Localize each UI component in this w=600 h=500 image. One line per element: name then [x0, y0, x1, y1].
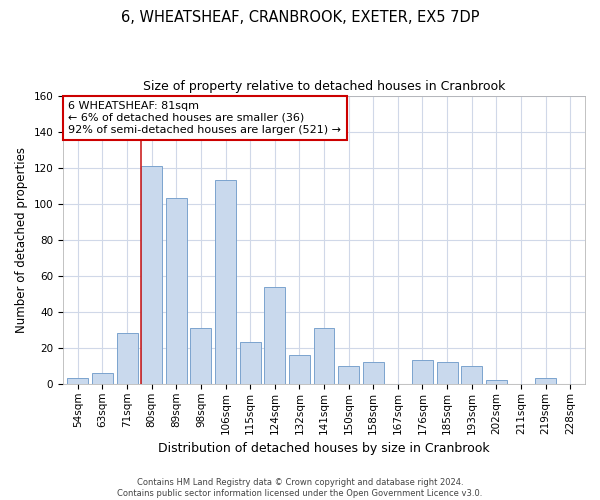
Bar [190, 328, 211, 384]
Bar [535, 378, 556, 384]
Y-axis label: Number of detached properties: Number of detached properties [15, 146, 28, 332]
Title: Size of property relative to detached houses in Cranbrook: Size of property relative to detached ho… [143, 80, 505, 93]
Bar [141, 166, 162, 384]
Bar [461, 366, 482, 384]
Bar [67, 378, 88, 384]
Bar [116, 334, 137, 384]
Text: 6, WHEATSHEAF, CRANBROOK, EXETER, EX5 7DP: 6, WHEATSHEAF, CRANBROOK, EXETER, EX5 7D… [121, 10, 479, 25]
Bar [486, 380, 507, 384]
X-axis label: Distribution of detached houses by size in Cranbrook: Distribution of detached houses by size … [158, 442, 490, 455]
Bar [338, 366, 359, 384]
Bar [265, 286, 285, 384]
Bar [215, 180, 236, 384]
Bar [437, 362, 458, 384]
Text: 6 WHEATSHEAF: 81sqm
← 6% of detached houses are smaller (36)
92% of semi-detache: 6 WHEATSHEAF: 81sqm ← 6% of detached hou… [68, 102, 341, 134]
Text: Contains HM Land Registry data © Crown copyright and database right 2024.
Contai: Contains HM Land Registry data © Crown c… [118, 478, 482, 498]
Bar [363, 362, 384, 384]
Bar [289, 355, 310, 384]
Bar [166, 198, 187, 384]
Bar [239, 342, 260, 384]
Bar [92, 373, 113, 384]
Bar [314, 328, 334, 384]
Bar [412, 360, 433, 384]
